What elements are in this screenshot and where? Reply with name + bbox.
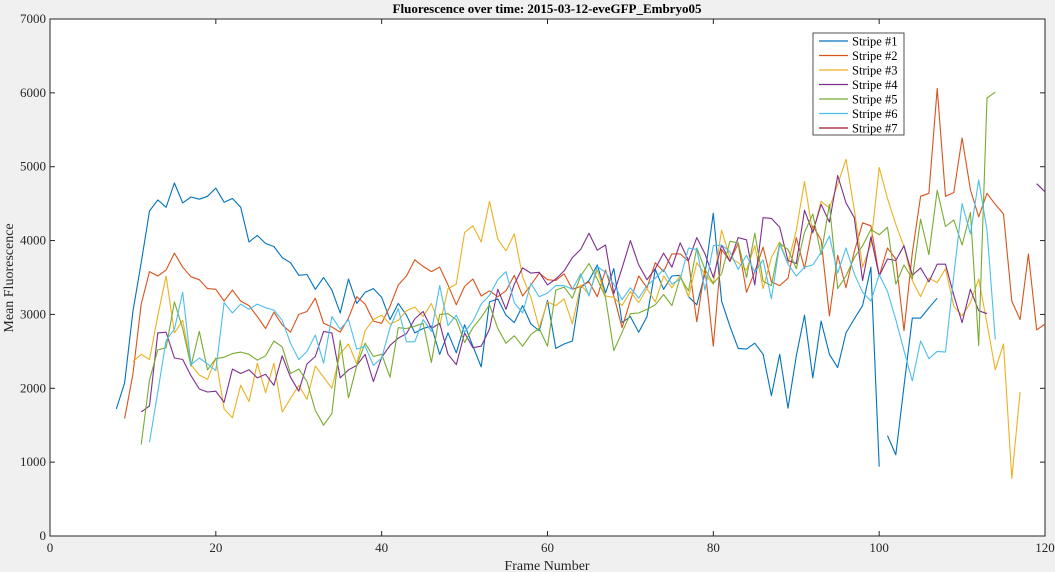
legend-entry-stripe-5: Stripe #5 (819, 93, 897, 107)
legend-label: Stripe #5 (852, 93, 897, 107)
legend-label: Stripe #7 (852, 122, 897, 136)
series-line-stripe-1 (886, 297, 938, 456)
x-tick-label: 80 (707, 540, 720, 555)
legend-label: Stripe #6 (852, 107, 897, 121)
legend-entry-stripe-3: Stripe #3 (819, 64, 897, 78)
legend-label: Stripe #2 (852, 49, 897, 63)
legend-entry-stripe-4: Stripe #4 (819, 78, 898, 92)
series-line-stripe-1 (115, 182, 880, 467)
x-axis-label: Frame Number (504, 559, 589, 572)
series-line-stripe-5 (140, 91, 996, 445)
legend-entry-stripe-2: Stripe #2 (819, 49, 897, 63)
series-line-stripe-4 (140, 175, 988, 413)
legend-label: Stripe #3 (852, 64, 897, 78)
x-tick-label: 20 (209, 540, 222, 555)
legend-entry-stripe-1: Stripe #1 (819, 35, 897, 49)
y-tick-label: 2000 (20, 380, 46, 395)
x-tick-label: 120 (1035, 540, 1055, 555)
series-line-stripe-6 (148, 179, 996, 443)
x-tick-label: 60 (541, 540, 554, 555)
x-tick-label: 100 (869, 540, 889, 555)
y-tick-label: 3000 (20, 306, 46, 321)
y-tick-label: 6000 (20, 85, 46, 100)
x-tick-label: 0 (47, 540, 54, 555)
chart-title: Fluorescence over time: 2015-03-12-eveGF… (393, 1, 702, 16)
legend-entry-stripe-6: Stripe #6 (819, 107, 897, 121)
x-axis: 0 20 40 60 80 100 120 (47, 19, 1055, 555)
x-tick-label: 40 (375, 540, 388, 555)
y-axis-label: Mean Fluorescence (2, 223, 17, 332)
legend-entry-stripe-7: Stripe #7 (819, 122, 897, 136)
y-tick-label: 7000 (20, 11, 46, 26)
series-lines (115, 87, 1046, 479)
y-tick-label: 0 (40, 528, 47, 543)
y-tick-label: 5000 (20, 159, 46, 174)
legend-label: Stripe #4 (852, 78, 898, 92)
y-tick-label: 4000 (20, 233, 46, 248)
y-axis: 0 1000 2000 3000 4000 5000 6000 7000 (20, 11, 1045, 543)
series-line-stripe-4 (1036, 183, 1046, 193)
y-tick-label: 1000 (20, 454, 46, 469)
series-line-stripe-3 (132, 158, 1021, 479)
legend-label: Stripe #1 (852, 35, 897, 49)
